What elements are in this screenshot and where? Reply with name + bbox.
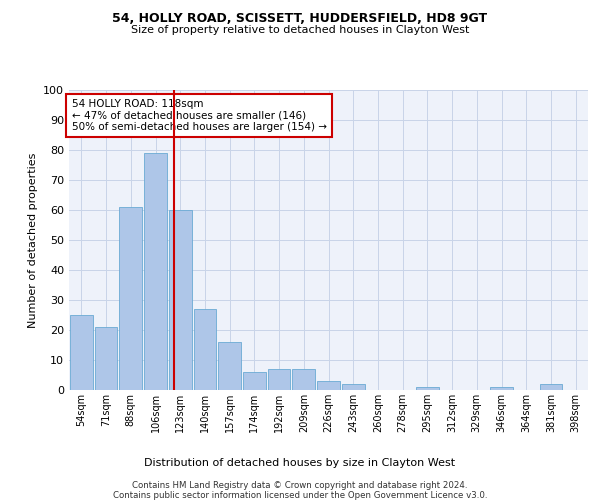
Bar — [144, 153, 167, 390]
Bar — [292, 369, 315, 390]
Bar — [119, 207, 142, 390]
Text: Distribution of detached houses by size in Clayton West: Distribution of detached houses by size … — [145, 458, 455, 468]
Bar — [416, 387, 439, 390]
Text: Size of property relative to detached houses in Clayton West: Size of property relative to detached ho… — [131, 25, 469, 35]
Bar — [169, 210, 191, 390]
Bar — [268, 369, 290, 390]
Bar — [539, 384, 562, 390]
Bar — [218, 342, 241, 390]
Bar — [194, 309, 216, 390]
Bar — [342, 384, 365, 390]
Text: Contains public sector information licensed under the Open Government Licence v3: Contains public sector information licen… — [113, 491, 487, 500]
Text: 54, HOLLY ROAD, SCISSETT, HUDDERSFIELD, HD8 9GT: 54, HOLLY ROAD, SCISSETT, HUDDERSFIELD, … — [112, 12, 488, 26]
Bar — [70, 315, 93, 390]
Text: 54 HOLLY ROAD: 118sqm
← 47% of detached houses are smaller (146)
50% of semi-det: 54 HOLLY ROAD: 118sqm ← 47% of detached … — [71, 99, 326, 132]
Y-axis label: Number of detached properties: Number of detached properties — [28, 152, 38, 328]
Bar — [490, 387, 513, 390]
Text: Contains HM Land Registry data © Crown copyright and database right 2024.: Contains HM Land Registry data © Crown c… — [132, 481, 468, 490]
Bar — [317, 381, 340, 390]
Bar — [243, 372, 266, 390]
Bar — [95, 327, 118, 390]
